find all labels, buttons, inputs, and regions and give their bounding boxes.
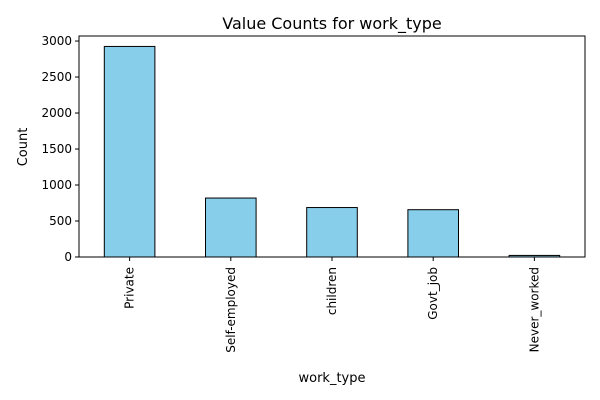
bar-self-employed [205, 197, 257, 258]
bars-group [103, 45, 561, 258]
y-tick-label: 1500 [41, 142, 72, 156]
x-tick-label: Govt_job [426, 267, 440, 320]
y-tick-label: 2500 [41, 70, 72, 84]
x-tick-label: children [325, 267, 339, 315]
y-axis: 0 500 1000 1500 2000 2500 3000 [41, 34, 79, 264]
y-tick-label: 0 [64, 250, 72, 264]
bar-children [306, 207, 358, 258]
x-tick-label: Never_worked [527, 267, 541, 352]
y-tick-label: 3000 [41, 34, 72, 48]
x-axis: Private Self-employed children Govt_job Neve… [123, 257, 541, 353]
x-axis-label: work_type [299, 371, 366, 386]
bar-govt-job [407, 209, 459, 258]
y-tick-label: 1000 [41, 178, 72, 192]
y-tick-label: 2000 [41, 106, 72, 120]
x-tick-label: Self-employed [224, 267, 238, 353]
y-tick-label: 500 [49, 214, 72, 228]
bar-private [103, 45, 156, 258]
x-tick-label: Private [123, 267, 137, 309]
y-axis-label: Count [16, 128, 31, 167]
chart-title: Value Counts for work_type [222, 14, 442, 34]
